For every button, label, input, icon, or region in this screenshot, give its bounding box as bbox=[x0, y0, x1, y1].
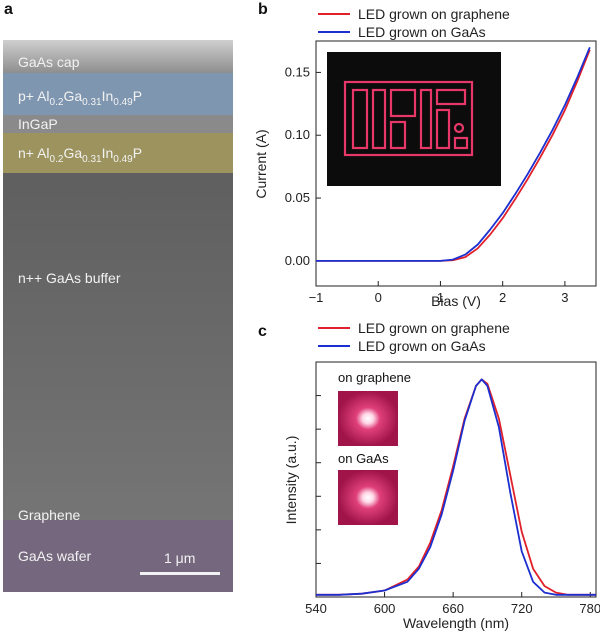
iv-x-tick-label: 2 bbox=[499, 290, 506, 305]
sem-layer-gaas-cap bbox=[3, 40, 233, 73]
spectrum-legend-graphene: LED grown on graphene bbox=[358, 320, 510, 336]
iv-y-tick-label: 0.05 bbox=[285, 190, 310, 205]
iv-y-tick-label: 0.15 bbox=[285, 64, 310, 79]
sem-layer-ingap bbox=[3, 115, 233, 133]
sem-image: GaAs cap p+ Al0.2Ga0.31In0.49P InGaP n+ … bbox=[3, 40, 233, 592]
iv-x-tick-label: 3 bbox=[561, 290, 568, 305]
panel-label-a: a bbox=[4, 1, 13, 18]
iv-y-tick-label: 0.10 bbox=[285, 127, 310, 142]
iv-series-line-gaas bbox=[316, 46, 591, 262]
sem-layer-p-algainp bbox=[3, 73, 233, 115]
spectrum-x-tick-label: 720 bbox=[511, 601, 533, 616]
inset-spot-on-gaas bbox=[338, 470, 398, 525]
spectrum-chart: 540 600 660 720 780 Wavelength (nm) Intensit… bbox=[283, 320, 600, 631]
sem-label-gaas-cap: GaAs cap bbox=[18, 54, 80, 70]
spectrum-x-tick-label: 540 bbox=[305, 601, 327, 616]
inset-label-on-graphene: on graphene bbox=[338, 370, 411, 385]
iv-plot-frame bbox=[315, 40, 597, 287]
iv-ylabel: Current (A) bbox=[253, 129, 269, 198]
sem-layer-n-gaas-buffer bbox=[3, 173, 233, 520]
iv-legend-graphene: LED grown on graphene bbox=[358, 6, 510, 22]
iv-x-tick-label: 0 bbox=[375, 290, 382, 305]
iv-chart: −1 0 1 2 3 0.00 0.05 0.10 0.15 Bias (V) Current … bbox=[253, 6, 597, 309]
spectrum-x-tick-label: 660 bbox=[442, 601, 464, 616]
inset-spot-on-graphene bbox=[338, 391, 398, 446]
iv-x-tick-label: 1 bbox=[437, 290, 444, 305]
sem-layer-gaas-wafer bbox=[3, 520, 233, 592]
spectrum-legend-gaas: LED grown on GaAs bbox=[358, 338, 486, 354]
led-array-photo bbox=[327, 52, 501, 186]
spectrum-x-tick-label: 600 bbox=[374, 601, 396, 616]
inset-label-on-gaas: on GaAs bbox=[338, 451, 389, 466]
sem-label-n-gaas-buffer: n++ GaAs buffer bbox=[18, 270, 121, 286]
iv-legend-gaas: LED grown on GaAs bbox=[358, 24, 486, 40]
sem-label-gaas-wafer: GaAs wafer bbox=[18, 548, 91, 564]
spectrum-plot-frame bbox=[315, 361, 597, 598]
sem-label-ingap: InGaP bbox=[18, 116, 58, 132]
sem-label-graphene: Graphene bbox=[18, 507, 80, 523]
iv-y-tick-label: 0.00 bbox=[285, 253, 310, 268]
panel-label-b: b bbox=[258, 1, 268, 18]
iv-x-tick-label: −1 bbox=[309, 290, 324, 305]
led-array-pattern bbox=[343, 80, 474, 157]
scale-bar-label: 1 μm bbox=[164, 550, 195, 566]
spectrum-series-line-gaas bbox=[316, 378, 596, 596]
iv-xlabel: Bias (V) bbox=[431, 293, 481, 309]
sem-label-p-algainp: p+ Al0.2Ga0.31In0.49P bbox=[18, 88, 142, 108]
scale-bar bbox=[140, 572, 220, 575]
spectrum-x-tick-label: 780 bbox=[579, 601, 600, 616]
sem-layer-n-algainp bbox=[3, 133, 233, 173]
sem-label-n-algainp: n+ Al0.2Ga0.31In0.49P bbox=[18, 145, 142, 165]
spectrum-ylabel: Intensity (a.u.) bbox=[283, 436, 299, 525]
spectrum-xlabel: Wavelength (nm) bbox=[403, 615, 509, 631]
panel-label-c: c bbox=[258, 323, 267, 340]
